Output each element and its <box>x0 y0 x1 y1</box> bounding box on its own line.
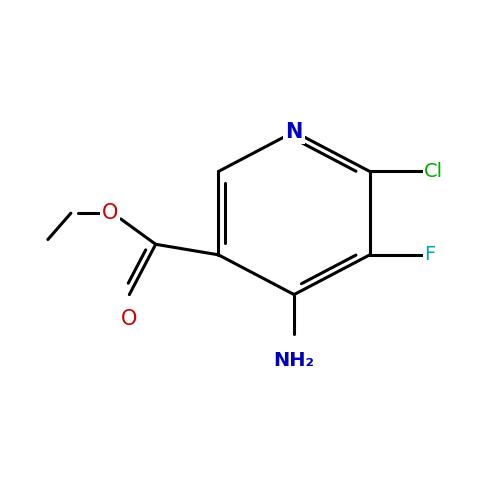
Text: O: O <box>102 203 118 223</box>
Text: NH₂: NH₂ <box>274 351 315 370</box>
Text: F: F <box>424 245 435 264</box>
Text: Cl: Cl <box>424 162 443 181</box>
Text: O: O <box>121 309 137 329</box>
Text: N: N <box>285 122 303 142</box>
